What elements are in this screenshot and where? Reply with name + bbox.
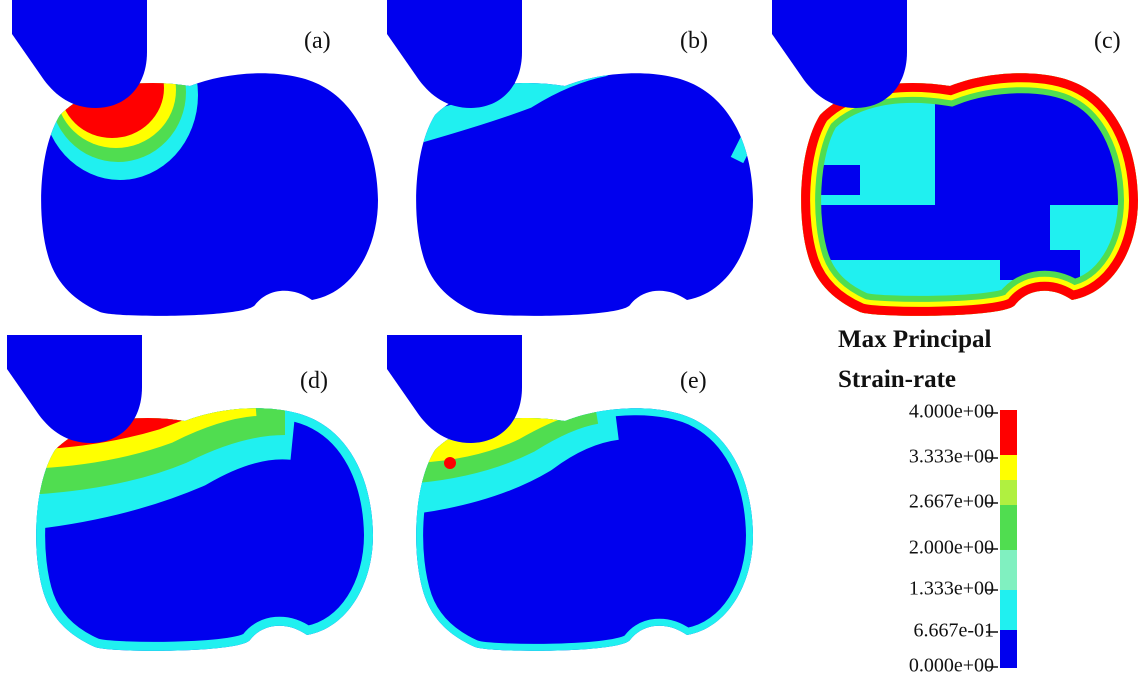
colorbar-label: 1.333e+00 [909, 578, 994, 600]
figure: (a) (b) (c) (d) (e) Max Principal Strain… [0, 0, 1148, 683]
colorbar-label: 4.000e+00 [909, 401, 994, 423]
panel-label: (b) [680, 28, 708, 54]
panel-c [772, 0, 1138, 316]
colorbar-ticks: 4.000e+00 3.333e+00 2.667e+00 2.000e+00 1.33… [909, 401, 998, 677]
colorbar-label: 6.667e-01 [913, 620, 994, 642]
panel-label: (e) [680, 368, 707, 394]
colorbar-label: 2.667e+00 [909, 491, 994, 513]
panel-label: (c) [1094, 28, 1121, 54]
legend-title: Max Principal [838, 326, 992, 353]
colorbar-label: 2.000e+00 [909, 537, 994, 559]
colorbar-label: 3.333e+00 [909, 446, 994, 468]
colorbar-label: 0.000e+00 [909, 655, 994, 677]
panel-label: (a) [304, 28, 331, 54]
colorbar [1000, 410, 1017, 668]
legend-title: Strain-rate [838, 366, 956, 393]
panel-label: (d) [300, 368, 328, 394]
